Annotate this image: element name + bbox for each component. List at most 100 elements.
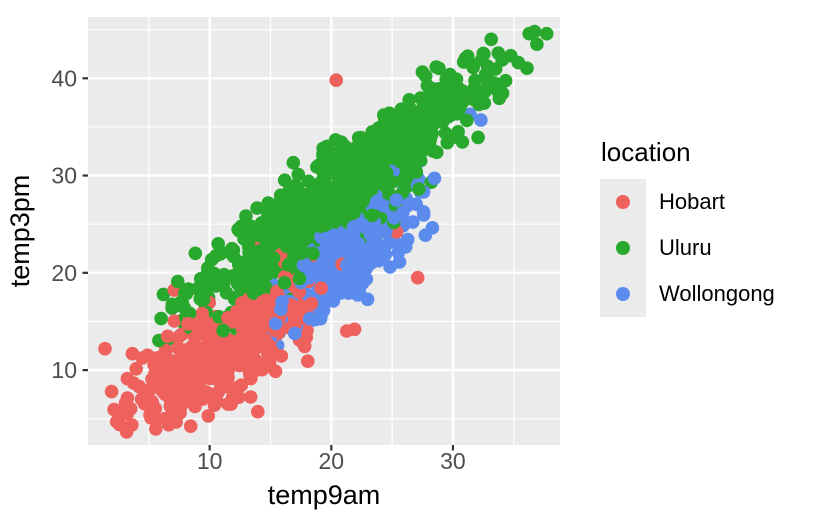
data-point-wollongong: [370, 194, 384, 209]
data-point-uluru: [225, 269, 240, 284]
data-point-uluru: [337, 176, 351, 190]
legend-point-icon: [616, 241, 630, 255]
data-point-wollongong: [303, 311, 317, 326]
data-point-hobart: [137, 396, 152, 411]
data-point-hobart: [143, 408, 157, 422]
data-point-uluru: [369, 150, 384, 164]
data-point-uluru: [471, 130, 485, 145]
data-point-wollongong: [389, 193, 404, 207]
data-point-uluru: [216, 323, 230, 338]
data-point-uluru: [424, 102, 438, 117]
data-point-hobart: [257, 318, 272, 333]
data-points-layer: [98, 24, 554, 439]
data-point-uluru: [347, 205, 362, 220]
data-point-uluru: [495, 53, 509, 67]
data-point-wollongong: [418, 228, 433, 242]
data-point-wollongong: [349, 281, 364, 296]
data-point-uluru: [239, 209, 253, 223]
data-point-uluru: [429, 60, 444, 74]
data-point-hobart: [173, 406, 187, 420]
data-point-uluru: [446, 130, 461, 144]
data-point-wollongong: [336, 233, 351, 248]
data-point-hobart: [107, 402, 121, 417]
y-tick-label: 20: [51, 260, 77, 286]
data-point-hobart: [152, 350, 166, 365]
data-point-uluru: [468, 73, 482, 88]
data-point-hobart: [237, 319, 251, 334]
data-point-hobart: [194, 351, 208, 365]
data-point-hobart: [98, 341, 112, 356]
data-point-hobart: [190, 394, 204, 409]
legend: location Hobart Uluru Wollongong: [600, 138, 775, 317]
data-point-uluru: [301, 174, 316, 189]
data-point-uluru: [259, 239, 273, 254]
data-point-uluru: [420, 78, 435, 93]
data-point-uluru: [445, 100, 459, 114]
data-point-hobart: [119, 425, 134, 439]
data-point-hobart: [286, 307, 301, 321]
data-point-hobart: [255, 362, 269, 377]
data-point-hobart: [207, 350, 222, 365]
data-point-hobart: [252, 330, 266, 344]
data-point-hobart: [314, 281, 328, 296]
data-point-wollongong: [326, 294, 341, 308]
data-point-hobart: [167, 314, 182, 328]
data-point-uluru: [171, 274, 185, 289]
data-point-hobart: [214, 337, 229, 352]
data-point-wollongong: [362, 224, 377, 238]
data-point-uluru: [316, 147, 330, 162]
data-point-uluru: [286, 155, 301, 170]
data-point-uluru: [520, 61, 534, 75]
data-point-uluru: [319, 177, 333, 192]
data-point-uluru: [402, 93, 417, 107]
data-point-uluru: [250, 201, 264, 215]
data-point-uluru: [484, 32, 499, 47]
data-point-hobart: [183, 419, 198, 434]
data-point-uluru: [156, 287, 171, 302]
data-point-hobart: [104, 384, 119, 399]
data-point-wollongong: [319, 239, 334, 254]
data-point-uluru: [366, 171, 381, 186]
data-point-uluru: [389, 125, 404, 139]
legend-item-hobart: Hobart: [600, 179, 775, 225]
data-point-wollongong: [352, 246, 366, 260]
data-point-hobart: [221, 311, 235, 325]
data-point-uluru: [281, 258, 296, 272]
data-point-uluru: [348, 140, 363, 155]
data-point-uluru: [188, 246, 203, 261]
data-point-hobart: [171, 341, 185, 355]
legend-label: Wollongong: [659, 281, 775, 306]
data-point-hobart: [304, 296, 319, 311]
data-point-uluru: [475, 85, 490, 99]
data-point-uluru: [274, 220, 288, 234]
data-point-hobart: [235, 296, 249, 310]
data-point-uluru: [277, 173, 292, 187]
data-point-hobart: [347, 322, 362, 337]
legend-key-swatch: [600, 225, 646, 271]
data-point-hobart: [232, 355, 246, 369]
data-point-hobart: [329, 73, 344, 87]
data-point-wollongong: [368, 233, 383, 248]
data-point-hobart: [198, 315, 212, 329]
data-point-uluru: [270, 200, 285, 215]
data-point-hobart: [120, 371, 135, 386]
data-point-uluru: [226, 249, 241, 264]
data-point-uluru: [477, 96, 492, 110]
data-point-uluru: [213, 247, 228, 261]
data-point-uluru: [273, 188, 288, 203]
data-point-uluru: [430, 145, 444, 160]
data-point-hobart: [225, 390, 240, 405]
data-point-uluru: [293, 231, 308, 246]
x-axis-title: temp9am: [268, 480, 381, 510]
data-point-hobart: [244, 371, 258, 386]
data-point-hobart: [301, 354, 315, 369]
data-point-uluru: [416, 122, 431, 137]
data-point-uluru: [316, 209, 330, 223]
data-point-uluru: [324, 156, 339, 171]
data-point-wollongong: [427, 171, 442, 186]
data-point-uluru: [460, 113, 474, 128]
legend-item-wollongong: Wollongong: [600, 271, 775, 317]
data-point-uluru: [242, 279, 257, 294]
data-point-hobart: [118, 396, 133, 411]
data-point-uluru: [398, 114, 413, 129]
